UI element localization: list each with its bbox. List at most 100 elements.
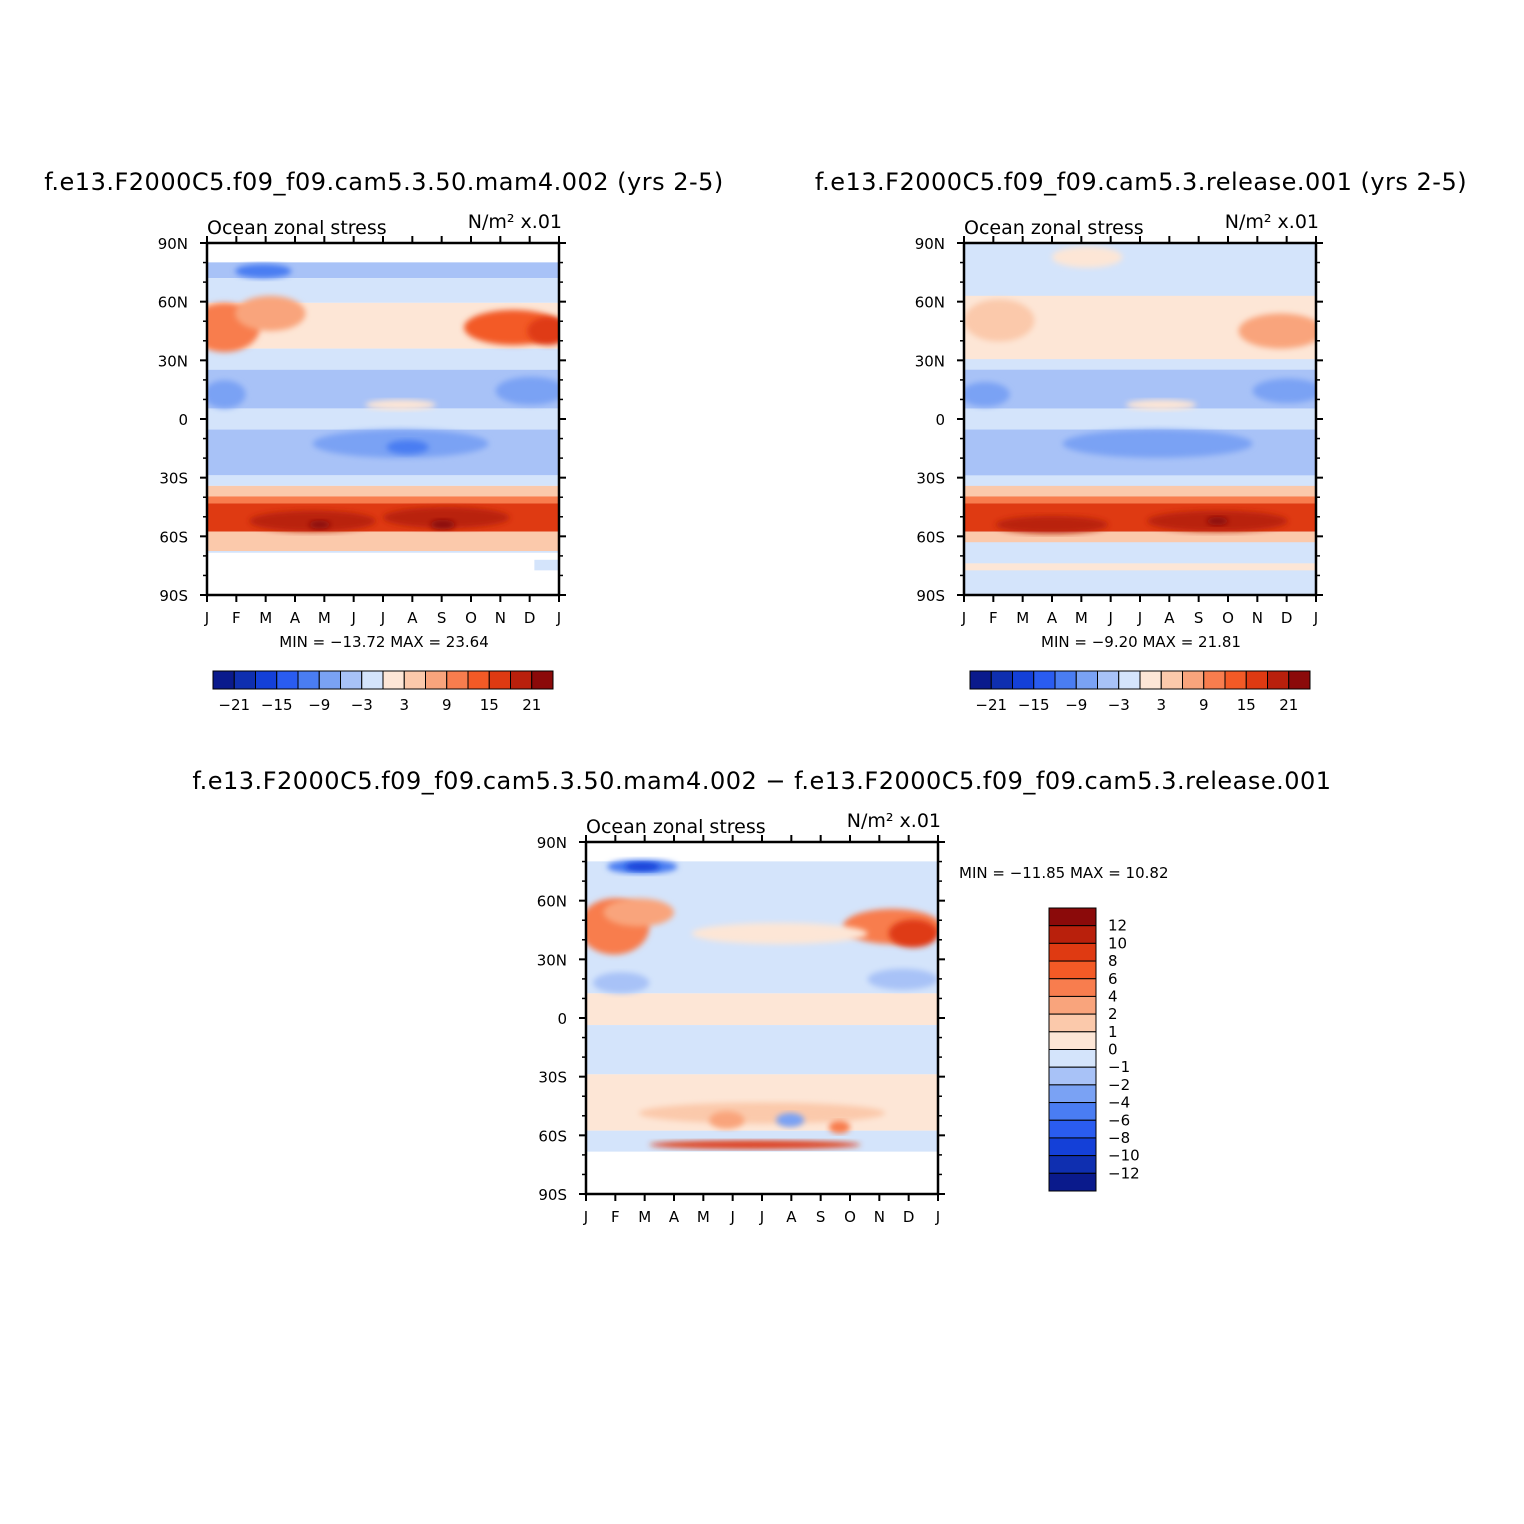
colorbar-tick-label: −15 bbox=[1018, 696, 1050, 714]
anomaly bbox=[624, 862, 660, 871]
y-tick-label: 60S bbox=[159, 528, 188, 546]
anomaly bbox=[888, 919, 938, 948]
y-tick-label: 0 bbox=[178, 411, 188, 429]
panel-a-min-max: MIN = −13.72 MAX = 23.64 bbox=[279, 633, 489, 651]
x-tick-label: F bbox=[232, 609, 241, 627]
x-tick-label: F bbox=[989, 609, 998, 627]
colorbar-tick-label: −21 bbox=[975, 696, 1007, 714]
colorbar-swatch bbox=[1033, 670, 1056, 690]
anomaly bbox=[603, 898, 674, 927]
colorbar-swatch bbox=[297, 670, 320, 690]
anomaly bbox=[1252, 378, 1316, 404]
anomaly bbox=[365, 399, 436, 411]
x-tick-label: M bbox=[697, 1208, 710, 1226]
band bbox=[207, 348, 559, 370]
x-tick-label: M bbox=[1016, 609, 1029, 627]
y-tick-label: 90N bbox=[158, 235, 188, 253]
equator-band bbox=[207, 408, 559, 430]
colorbar-swatch bbox=[1012, 670, 1035, 690]
x-tick-label: A bbox=[1047, 609, 1058, 627]
colorbar-swatch bbox=[1288, 670, 1311, 690]
colorbar-swatch bbox=[1048, 1155, 1097, 1174]
y-tick-label: 60S bbox=[538, 1127, 567, 1145]
x-tick-label: D bbox=[903, 1208, 915, 1226]
x-tick-label: J bbox=[350, 609, 355, 627]
x-tick-label: F bbox=[611, 1208, 620, 1226]
band bbox=[207, 485, 559, 497]
colorbar-swatch bbox=[382, 670, 405, 690]
y-tick-label: 30S bbox=[538, 1069, 567, 1087]
colorbar-swatch bbox=[1267, 670, 1290, 690]
x-tick-label: A bbox=[669, 1208, 680, 1226]
panel-diff-min-max: MIN = −11.85 MAX = 10.82 bbox=[959, 864, 1169, 882]
y-tick-label: 30S bbox=[159, 470, 188, 488]
colorbar-tick-label: 12 bbox=[1108, 917, 1127, 935]
colorbar-swatch bbox=[1139, 670, 1162, 690]
colorbar-swatch bbox=[403, 670, 426, 690]
colorbar-tick-label: −8 bbox=[1108, 1129, 1130, 1147]
colorbar-swatch bbox=[1048, 1013, 1097, 1033]
x-tick-label: N bbox=[874, 1208, 885, 1226]
panel-a-units-label: N/m² x.01 bbox=[468, 211, 562, 233]
x-tick-label: J bbox=[935, 1208, 940, 1226]
colorbar-swatch bbox=[1097, 670, 1120, 690]
colorbar-tick-label: −15 bbox=[261, 696, 293, 714]
anomaly bbox=[495, 376, 559, 405]
colorbar-swatch bbox=[467, 670, 490, 690]
anomaly bbox=[964, 382, 1010, 407]
x-tick-label: J bbox=[1313, 609, 1318, 627]
band bbox=[964, 496, 1316, 504]
y-tick-label: 90S bbox=[538, 1186, 567, 1204]
colorbar-tick-label: −3 bbox=[1108, 696, 1130, 714]
colorbar-swatch bbox=[1224, 670, 1247, 690]
arctic-band bbox=[207, 262, 559, 279]
colorbar-tick-label: −6 bbox=[1108, 1111, 1130, 1129]
y-tick-label: 90N bbox=[537, 834, 567, 852]
anomaly bbox=[649, 1140, 861, 1149]
colorbar-tick-label: 1 bbox=[1108, 1023, 1118, 1041]
y-tick-label: 30S bbox=[916, 470, 945, 488]
colorbar-swatch bbox=[1118, 670, 1141, 690]
colorbar-swatch bbox=[1048, 1102, 1097, 1121]
colorbar-swatch bbox=[1054, 670, 1077, 690]
colorbar-swatch bbox=[1048, 907, 1097, 927]
x-tick-label: M bbox=[318, 609, 331, 627]
x-tick-label: J bbox=[1107, 609, 1112, 627]
colorbar-tick-label: −3 bbox=[351, 696, 373, 714]
colorbar-tick-label: −9 bbox=[1065, 696, 1087, 714]
colorbar-swatch bbox=[318, 670, 341, 690]
colorbar-swatch bbox=[1160, 670, 1183, 690]
colorbar-tick-label: 4 bbox=[1108, 987, 1118, 1005]
anomaly bbox=[638, 1102, 886, 1124]
colorbar-swatch bbox=[425, 670, 448, 690]
x-tick-label: O bbox=[465, 609, 477, 627]
panel-b-units-label: N/m² x.01 bbox=[1225, 211, 1319, 233]
x-tick-label: M bbox=[259, 609, 272, 627]
x-tick-label: J bbox=[380, 609, 385, 627]
anomaly bbox=[527, 316, 559, 346]
y-tick-label: 90S bbox=[159, 587, 188, 605]
colorbar-swatch bbox=[1048, 1049, 1097, 1068]
x-tick-label: S bbox=[437, 609, 447, 627]
colorbar-swatch bbox=[488, 670, 511, 690]
anomaly bbox=[1125, 399, 1197, 411]
colorbar-swatch bbox=[1203, 670, 1226, 690]
panel-a-colorbar: −21 −15 −9 −3 3 9 15 21 bbox=[212, 670, 554, 714]
colorbar-swatch bbox=[1048, 1066, 1097, 1086]
x-tick-label: M bbox=[1075, 609, 1088, 627]
colorbar-tick-label: 21 bbox=[522, 696, 541, 714]
colorbar-tick-label: 9 bbox=[1199, 696, 1209, 714]
anomaly bbox=[995, 515, 1109, 534]
panel-difference: f.e13.F2000C5.f09_f09.cam5.3.50.mam4.002… bbox=[192, 767, 1331, 1226]
colorbar-tick-label: −10 bbox=[1108, 1147, 1140, 1165]
x-tick-label: A bbox=[1164, 609, 1175, 627]
colorbar-tick-label: −4 bbox=[1108, 1094, 1130, 1112]
colorbar-swatch bbox=[1048, 1172, 1097, 1192]
colorbar-tick-label: 2 bbox=[1108, 1005, 1118, 1023]
band bbox=[964, 485, 1316, 497]
band bbox=[207, 475, 559, 486]
colorbar-swatch bbox=[1048, 925, 1097, 944]
x-tick-label: O bbox=[1222, 609, 1234, 627]
